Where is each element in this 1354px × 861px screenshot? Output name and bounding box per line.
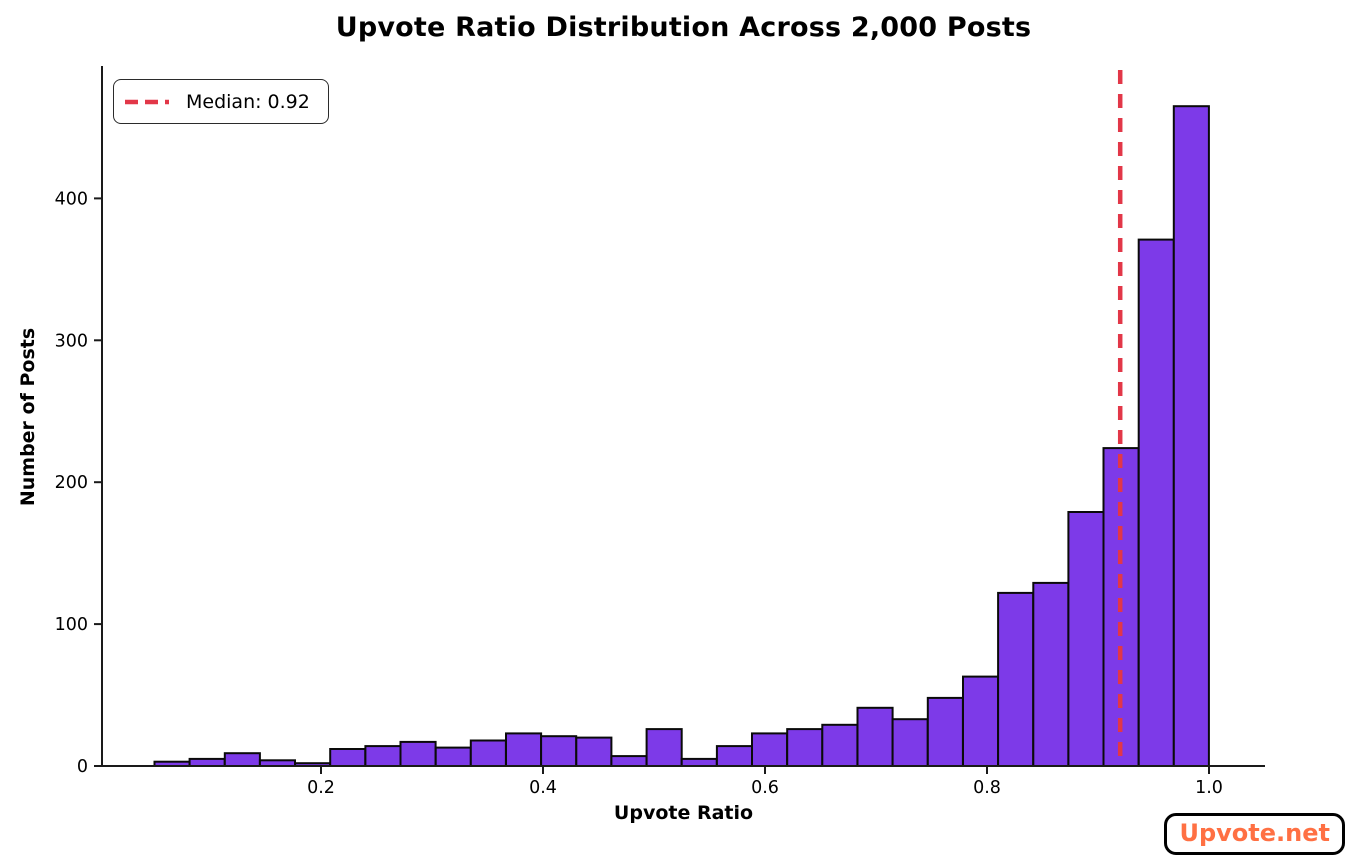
histogram-bar <box>1067 511 1105 767</box>
histogram-bar <box>364 745 402 767</box>
x-axis-label: Upvote Ratio <box>613 802 754 824</box>
histogram-bar <box>997 591 1035 768</box>
histogram-bar <box>856 706 894 767</box>
histogram-bar <box>469 739 507 767</box>
histogram-bar <box>329 748 367 767</box>
histogram-bar <box>891 718 929 768</box>
y-tick-label: 400 <box>55 189 88 209</box>
x-axis-ticks: 0.2 0.4 0.6 0.8 1.0 <box>307 766 1223 798</box>
histogram-bar <box>610 755 648 767</box>
histogram-bar <box>786 728 824 767</box>
histogram-bar <box>926 696 964 768</box>
x-tick-label: 0.4 <box>529 778 557 798</box>
histogram-bar <box>1172 105 1210 767</box>
histogram-bar <box>1032 581 1070 768</box>
histogram-bar <box>821 723 859 767</box>
histogram-bar <box>962 675 1000 767</box>
y-tick-label: 200 <box>55 473 88 493</box>
y-axis-label: Number of Posts <box>17 327 39 507</box>
histogram-bar <box>751 732 789 768</box>
axes-spines <box>101 66 1265 767</box>
histogram-bar <box>399 740 437 768</box>
histogram-bar <box>434 746 472 767</box>
histogram-bar <box>715 745 754 767</box>
legend-label: Median: 0.92 <box>186 90 310 113</box>
chart-title: Upvote Ratio Distribution Across 2,000 P… <box>335 12 1032 43</box>
x-tick-label: 1.0 <box>1195 778 1223 798</box>
x-tick-label: 0.8 <box>973 778 1001 798</box>
histogram-bar <box>1137 238 1175 768</box>
watermark-badge: Upvote.net <box>1164 813 1345 855</box>
histogram-bar <box>223 752 261 768</box>
histogram-bars <box>153 105 1210 768</box>
histogram-bar <box>505 732 543 768</box>
legend: Median: 0.92 <box>113 79 329 124</box>
y-tick-label: 300 <box>55 331 88 351</box>
x-tick-label: 0.2 <box>307 778 335 798</box>
histogram-bar <box>188 757 226 768</box>
y-tick-label: 0 <box>77 757 88 777</box>
histogram-bar <box>575 736 613 767</box>
histogram-bar <box>540 735 578 768</box>
legend-median-dash-icon <box>125 99 171 104</box>
histogram-bar <box>645 728 683 767</box>
y-axis-ticks: 0 100 200 300 400 <box>55 189 102 777</box>
x-tick-label: 0.6 <box>751 778 779 798</box>
y-tick-label: 100 <box>55 615 88 635</box>
histogram-bar <box>680 757 718 768</box>
